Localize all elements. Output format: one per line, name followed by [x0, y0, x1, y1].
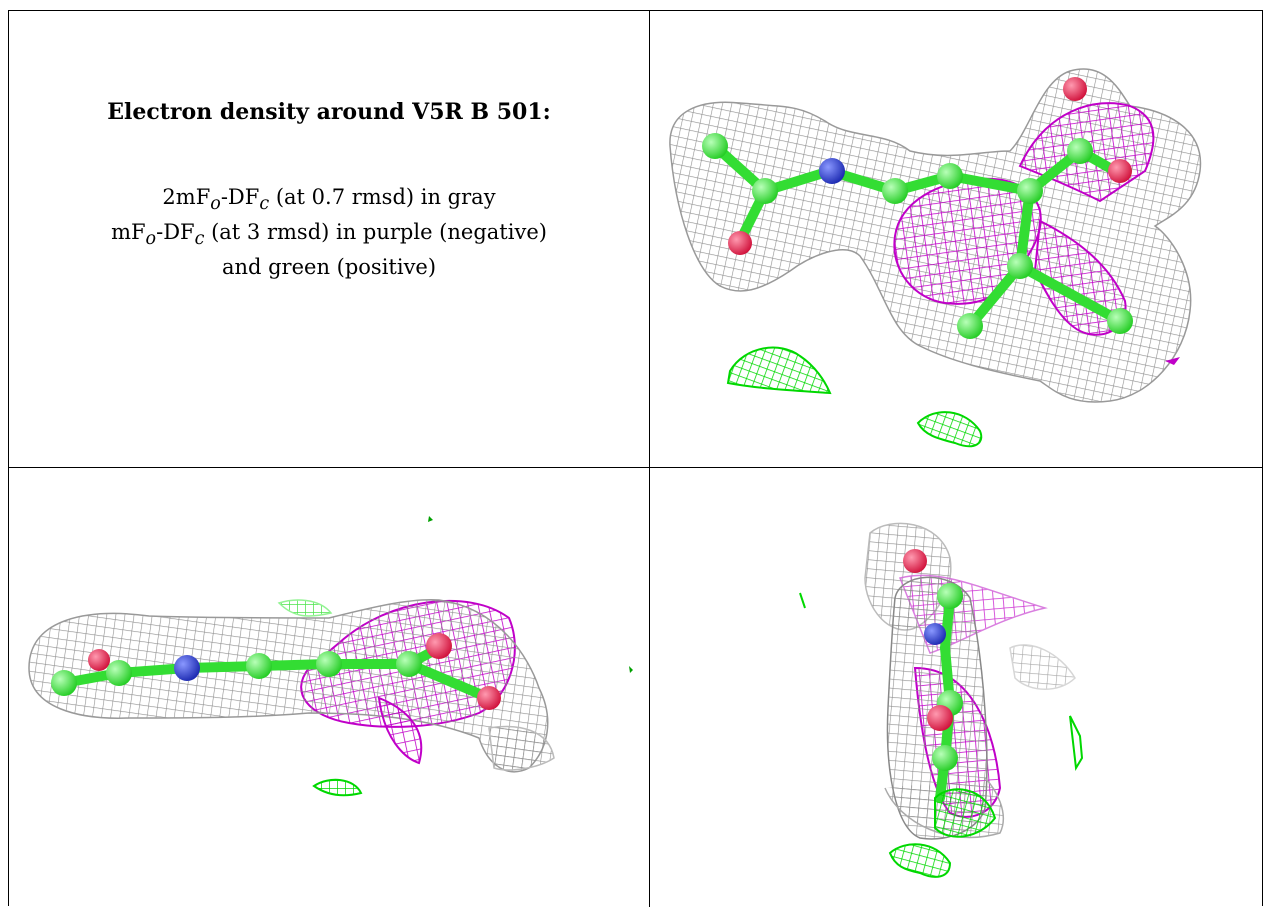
figure-table: Electron density around V5R B 501: 2mFo-… — [8, 10, 1263, 907]
green-speck-end — [799, 592, 806, 609]
green-mesh-end-1 — [934, 788, 997, 838]
green-mesh-1 — [726, 346, 832, 395]
map1-mid: -DF — [220, 185, 260, 209]
green-speck-side-2 — [629, 666, 633, 673]
map2-prefix: mF — [111, 220, 146, 245]
atoms — [702, 77, 1133, 339]
map2-mid: -DF — [156, 220, 195, 245]
sub-c: c — [259, 194, 270, 215]
green-mesh-side — [312, 778, 363, 797]
green-mesh-2 — [916, 411, 983, 448]
caption-cell: Electron density around V5R B 501: 2mFo-… — [9, 11, 650, 468]
figure-title: Electron density around V5R B 501: — [107, 99, 551, 125]
density-image-top — [669, 68, 1202, 448]
map1-suffix: (at 0.7 rmsd) in gray — [269, 185, 496, 209]
purple-mesh-side-2 — [377, 696, 423, 765]
sub-c-2: c — [194, 229, 205, 250]
sub-o-2: o — [145, 229, 157, 250]
caption-line-2: mFo-DFc (at 3 rmsd) in purple (negative) — [9, 218, 649, 253]
atoms-end — [903, 549, 963, 771]
density-image-end — [799, 522, 1084, 878]
green-mesh-end-3 — [1069, 715, 1084, 772]
atoms-side — [51, 633, 501, 710]
map2-suffix: (at 3 rmsd) in purple (negative) — [204, 220, 547, 245]
green-speck-side — [428, 516, 433, 522]
green-mesh-side-2 — [277, 599, 333, 617]
caption-line-3: and green (positive) — [221, 255, 437, 280]
density-view-top — [650, 11, 1262, 468]
density-image-side — [28, 516, 633, 797]
density-view-end — [650, 468, 1262, 907]
caption-line-1: 2mFo-DFc (at 0.7 rmsd) in gray — [9, 183, 649, 218]
gray-mesh-side-tail — [488, 725, 555, 771]
green-mesh-end-2 — [888, 843, 952, 878]
caption: Electron density around V5R B 501: 2mFo-… — [9, 99, 649, 281]
map1-prefix: 2mF — [162, 185, 211, 209]
gray-mesh-side — [28, 598, 549, 773]
gray-mesh-end-side — [1009, 644, 1076, 690]
density-view-side — [9, 468, 650, 907]
purple-speck — [1165, 357, 1180, 365]
sub-o: o — [210, 194, 221, 215]
